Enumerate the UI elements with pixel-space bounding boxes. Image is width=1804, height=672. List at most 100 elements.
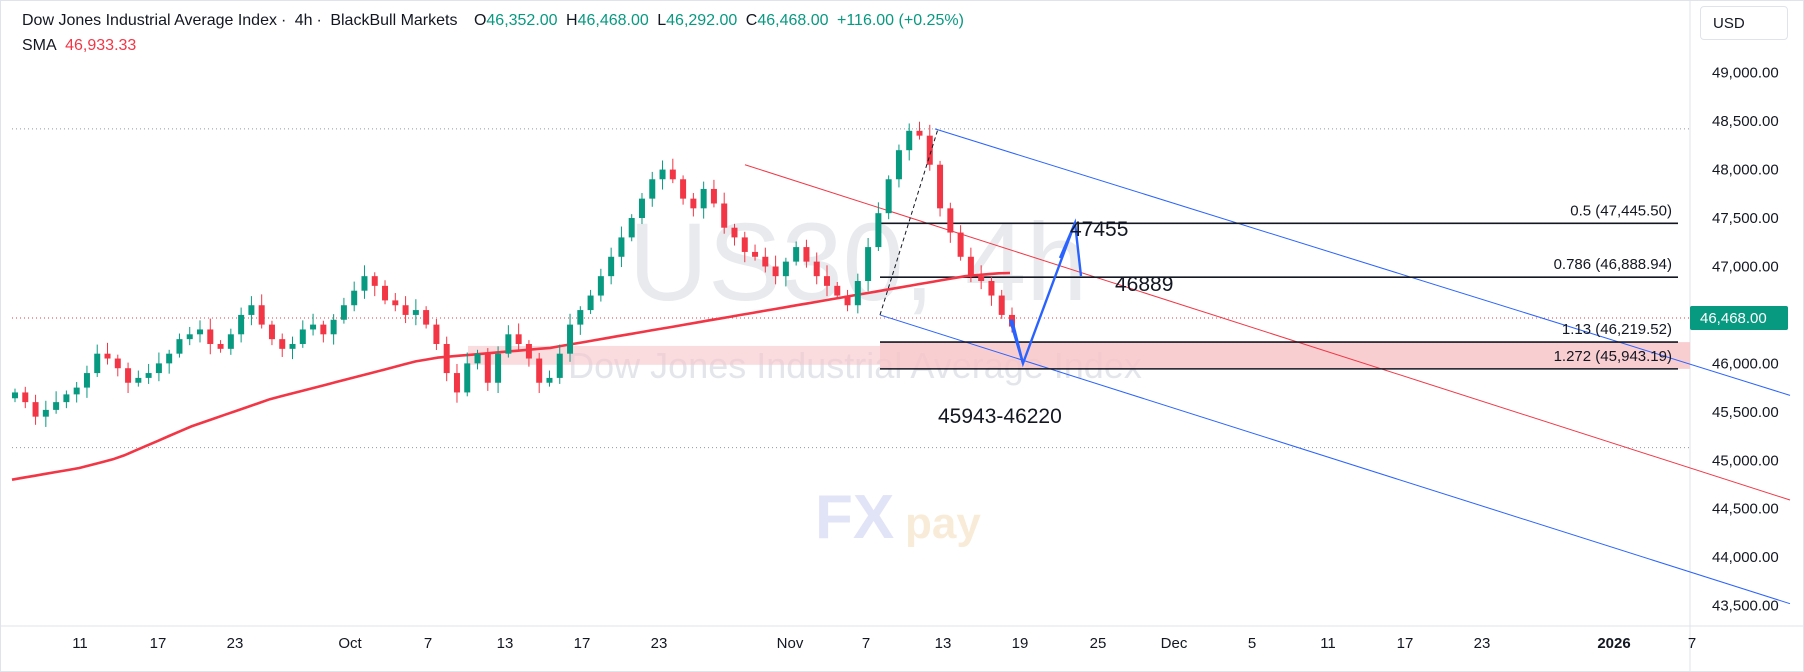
- candle[interactable]: [618, 226, 625, 268]
- candle[interactable]: [608, 247, 615, 285]
- candle[interactable]: [710, 179, 717, 208]
- candle[interactable]: [916, 121, 923, 140]
- candle[interactable]: [536, 352, 543, 394]
- candle[interactable]: [217, 340, 224, 353]
- candle[interactable]: [299, 320, 306, 348]
- candle[interactable]: [741, 231, 748, 263]
- candle[interactable]: [83, 365, 90, 398]
- candle[interactable]: [12, 388, 18, 403]
- candle[interactable]: [947, 202, 954, 243]
- candle[interactable]: [649, 171, 656, 207]
- candle[interactable]: [854, 273, 861, 314]
- candle[interactable]: [762, 247, 769, 273]
- candle[interactable]: [680, 175, 687, 205]
- candle[interactable]: [988, 277, 995, 306]
- candle[interactable]: [433, 318, 440, 350]
- candle[interactable]: [351, 281, 358, 312]
- candle[interactable]: [22, 386, 29, 409]
- candle[interactable]: [320, 320, 327, 343]
- candle[interactable]: [125, 362, 132, 394]
- candle[interactable]: [525, 340, 532, 367]
- candle[interactable]: [42, 400, 49, 427]
- candle[interactable]: [803, 239, 810, 268]
- candle[interactable]: [268, 320, 275, 346]
- candle[interactable]: [505, 325, 512, 358]
- candle[interactable]: [978, 265, 985, 290]
- candle[interactable]: [176, 333, 183, 358]
- candle[interactable]: [392, 293, 399, 312]
- broker-label[interactable]: BlackBull Markets: [330, 12, 458, 29]
- candle[interactable]: [772, 255, 779, 285]
- symbol-name[interactable]: Dow Jones Industrial Average Index: [22, 12, 277, 29]
- candle[interactable]: [926, 124, 933, 171]
- candle[interactable]: [865, 237, 872, 292]
- candle[interactable]: [998, 289, 1005, 319]
- candle[interactable]: [238, 307, 245, 343]
- candle[interactable]: [669, 158, 676, 184]
- candle[interactable]: [114, 354, 121, 377]
- candle[interactable]: [166, 349, 173, 374]
- candle[interactable]: [587, 289, 594, 314]
- candle[interactable]: [145, 363, 152, 384]
- candle[interactable]: [556, 344, 563, 384]
- candle[interactable]: [330, 314, 337, 345]
- candle[interactable]: [782, 257, 789, 287]
- candle[interactable]: [474, 349, 481, 370]
- candle[interactable]: [412, 299, 419, 326]
- candle[interactable]: [382, 280, 389, 305]
- candle[interactable]: [495, 346, 502, 394]
- candle[interactable]: [340, 297, 347, 324]
- candle[interactable]: [885, 175, 892, 220]
- candle[interactable]: [813, 252, 820, 285]
- candle[interactable]: [515, 323, 522, 350]
- candle[interactable]: [834, 281, 841, 300]
- candle[interactable]: [690, 193, 697, 217]
- candle[interactable]: [207, 318, 214, 355]
- candle[interactable]: [289, 336, 296, 360]
- candle[interactable]: [94, 344, 101, 377]
- candle[interactable]: [906, 123, 913, 161]
- candle[interactable]: [844, 289, 851, 312]
- candle[interactable]: [371, 272, 378, 297]
- candle[interactable]: [361, 265, 368, 299]
- candle[interactable]: [659, 160, 666, 190]
- candle[interactable]: [638, 193, 645, 225]
- candle[interactable]: [484, 348, 491, 391]
- candle[interactable]: [967, 247, 974, 283]
- candle[interactable]: [53, 391, 60, 414]
- candle[interactable]: [752, 244, 759, 261]
- candle[interactable]: [310, 313, 317, 336]
- candle[interactable]: [104, 342, 111, 365]
- candle[interactable]: [957, 225, 964, 261]
- candle[interactable]: [227, 328, 234, 355]
- candle[interactable]: [453, 363, 460, 403]
- candle[interactable]: [197, 320, 204, 343]
- candle[interactable]: [73, 381, 80, 403]
- candle[interactable]: [721, 192, 728, 234]
- candle[interactable]: [423, 306, 430, 329]
- candle[interactable]: [135, 370, 142, 387]
- candle[interactable]: [597, 268, 604, 302]
- candle[interactable]: [628, 214, 635, 242]
- candle[interactable]: [32, 394, 39, 425]
- sma-label[interactable]: SMA: [22, 37, 57, 54]
- candle[interactable]: [895, 144, 902, 188]
- candle[interactable]: [937, 160, 944, 217]
- candle[interactable]: [63, 390, 70, 409]
- candle[interactable]: [875, 202, 882, 251]
- interval-label[interactable]: 4h: [294, 12, 313, 29]
- candle[interactable]: [402, 296, 409, 324]
- candle[interactable]: [577, 306, 584, 335]
- candle[interactable]: [793, 241, 800, 266]
- candle[interactable]: [248, 296, 255, 326]
- candle[interactable]: [823, 265, 830, 297]
- candle[interactable]: [155, 352, 162, 382]
- candle[interactable]: [567, 313, 574, 362]
- candle[interactable]: [464, 352, 471, 397]
- candle[interactable]: [279, 333, 286, 357]
- currency-selector[interactable]: USD: [1700, 6, 1788, 40]
- candle[interactable]: [700, 181, 707, 219]
- candle[interactable]: [186, 326, 193, 346]
